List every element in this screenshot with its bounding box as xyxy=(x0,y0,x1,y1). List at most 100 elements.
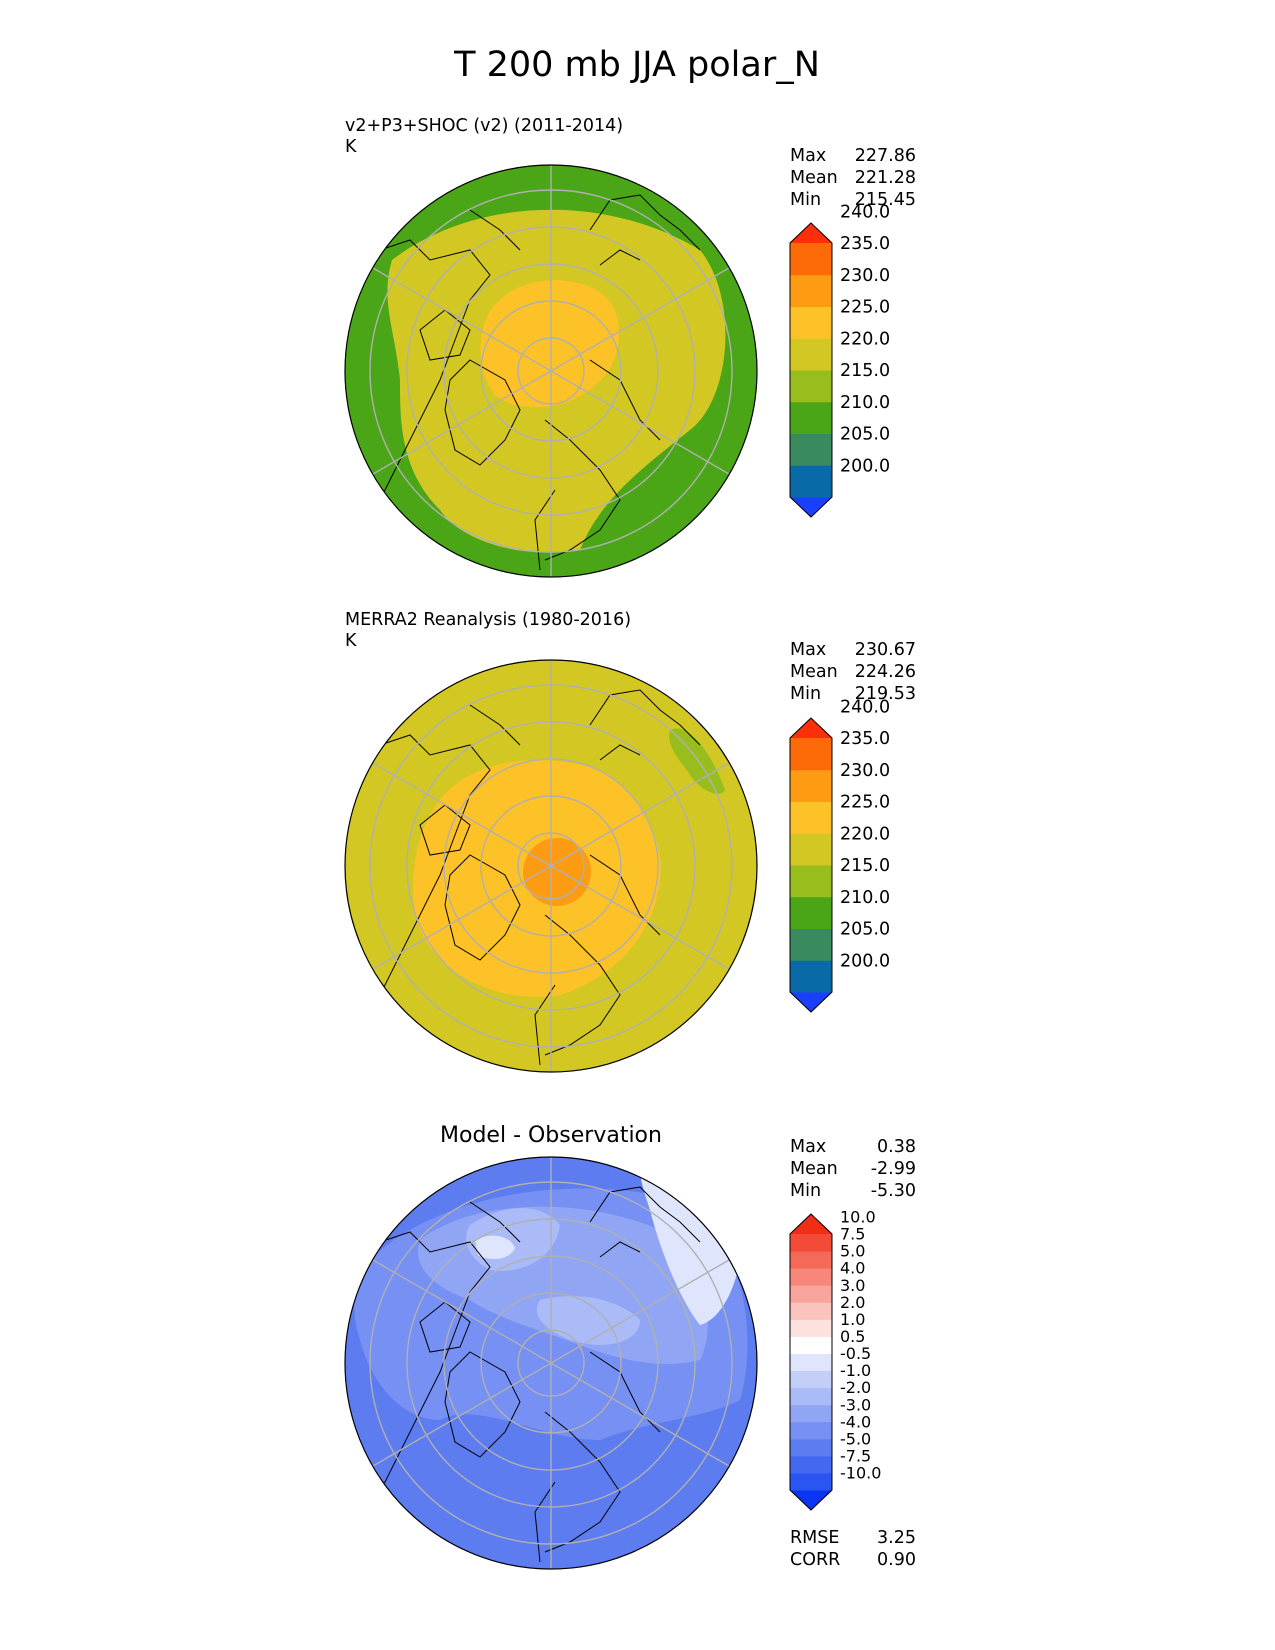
colorbar-segment xyxy=(790,738,832,771)
colorbar-extend-low xyxy=(790,497,832,517)
meridian-120w xyxy=(372,762,552,867)
colorbar-segment xyxy=(790,338,832,371)
panel-reference-title: MERRA2 Reanalysis (1980-2016) xyxy=(345,610,631,630)
colorbar-tick-label: 235.0 xyxy=(840,234,890,254)
colorbar-segment xyxy=(790,1455,832,1474)
colorbar-segment xyxy=(790,1285,832,1303)
stat-value: -5.30 xyxy=(871,1181,916,1201)
colorbar-segment xyxy=(790,960,832,993)
coastline-greenland xyxy=(444,854,521,961)
colorbar-tick-label: -7.5 xyxy=(840,1446,871,1465)
colorbar-extend-low xyxy=(790,992,832,1012)
colorbar-segment xyxy=(790,1234,832,1252)
colorbar-segment xyxy=(790,1268,832,1286)
coastline-north-america xyxy=(379,1201,521,1493)
coastline-eurasia xyxy=(534,854,661,1066)
panel-reference-units: K xyxy=(345,631,357,651)
colorbar-segment xyxy=(790,1404,832,1423)
meridian-120w xyxy=(372,267,552,372)
panel-difference-stats: Max 0.38 Mean -2.99 Min -5.30 xyxy=(790,1137,916,1201)
metric-value: 0.90 xyxy=(877,1550,916,1570)
meridian-60e xyxy=(550,370,730,475)
colorbar-tick-label: 215.0 xyxy=(840,856,890,876)
stat-value: 224.26 xyxy=(855,662,916,682)
colorbar-extend-high xyxy=(790,718,832,738)
panel-reference: MERRA2 Reanalysis (1980-2016) K xyxy=(344,610,916,1073)
colorbar-tick-label: 4.0 xyxy=(840,1259,865,1278)
stat-value: -2.99 xyxy=(871,1159,916,1179)
coastline-asia-east xyxy=(589,689,701,761)
panel-test-title: v2+P3+SHOC (v2) (2011-2014) xyxy=(345,116,623,136)
colorbar-tick-label: 7.5 xyxy=(840,1225,865,1244)
colorbar-segment xyxy=(790,865,832,898)
panel-test-map xyxy=(344,164,758,578)
map-boundary xyxy=(344,1156,758,1570)
colorbar-segment xyxy=(790,833,832,866)
colorbar-tick-label: -2.0 xyxy=(840,1378,871,1397)
figure-title: T 200 mb JJA polar_N xyxy=(453,45,820,85)
colorbar-segment xyxy=(790,801,832,834)
metric-value: 3.25 xyxy=(877,1528,916,1548)
colorbar-tick-label: 200.0 xyxy=(840,456,890,476)
colorbar-extend-low xyxy=(790,1490,832,1510)
colorbar-tick-label: 205.0 xyxy=(840,920,890,940)
colorbar-segment xyxy=(790,306,832,339)
colorbar-segment xyxy=(790,1353,832,1372)
colorbar-tick-label: 205.0 xyxy=(840,425,890,445)
panel-test-stats: Max 227.86 Mean 221.28 Min 215.45 xyxy=(790,146,916,210)
coastline-eurasia xyxy=(534,1351,661,1563)
meridian-60w xyxy=(372,370,552,475)
colorbar-tick-label: 215.0 xyxy=(840,361,890,381)
coastline-asia-east xyxy=(589,194,701,266)
colorbar-tick-label: 220.0 xyxy=(840,824,890,844)
coastline-eurasia xyxy=(534,359,661,571)
colorbar-tick-label: 235.0 xyxy=(840,729,890,749)
colorbar-outline xyxy=(789,1213,833,1511)
colorbar-tick-label: 230.0 xyxy=(840,266,890,286)
panel-test-units: K xyxy=(345,137,357,157)
colorbar-segment xyxy=(790,1336,832,1354)
colorbar-tick-label: -1.0 xyxy=(840,1361,871,1380)
colorbar-extend-high xyxy=(790,1214,832,1234)
panel-reference-colorbar: 200.0 205.0 210.0 215.0 220.0 225.0 230.0 235.0… xyxy=(789,697,890,1013)
metric-label: RMSE xyxy=(790,1528,839,1548)
colorbar-segment xyxy=(790,928,832,961)
coastline-north-america xyxy=(379,209,521,501)
stat-value: 0.38 xyxy=(877,1137,916,1157)
map-boundary xyxy=(344,659,758,1073)
colorbar-segment xyxy=(790,1387,832,1406)
colorbar-segment xyxy=(790,465,832,498)
colorbar-tick-label: -4.0 xyxy=(840,1412,871,1431)
colorbar-tick-label: -5.0 xyxy=(840,1429,871,1448)
coastline-greenland xyxy=(444,1351,521,1458)
colorbar-segment xyxy=(790,769,832,802)
colorbar-tick-label: 1.0 xyxy=(840,1310,865,1329)
colorbar-segment xyxy=(790,896,832,929)
colorbar-segment xyxy=(790,1438,832,1457)
meridian-120e xyxy=(550,1259,730,1364)
colorbar-tick-label: -3.0 xyxy=(840,1395,871,1414)
panel-test: v2+P3+SHOC (v2) (2011-2014) K xyxy=(344,116,916,578)
metric-label: CORR xyxy=(790,1550,840,1570)
map-boundary xyxy=(344,164,758,578)
panel-difference-map xyxy=(344,1156,758,1570)
colorbar-segment xyxy=(790,1421,832,1440)
panel-reference-stats: Max 230.67 Mean 224.26 Min 219.53 xyxy=(790,640,916,704)
colorbar-segment xyxy=(790,243,832,276)
colorbar-tick-label: 210.0 xyxy=(840,888,890,908)
colorbar-tick-label: 240.0 xyxy=(840,202,890,222)
colorbar-tick-label: -0.5 xyxy=(840,1344,871,1363)
coastline-north-america xyxy=(379,704,521,996)
panel-difference-metrics: RMSE 3.25 CORR 0.90 xyxy=(790,1528,916,1570)
colorbar-segment xyxy=(790,401,832,434)
meridian-60w xyxy=(372,1362,552,1467)
colorbar-tick-label: 230.0 xyxy=(840,761,890,781)
colorbar-tick-label: 0.5 xyxy=(840,1327,865,1346)
colorbar-segment xyxy=(790,1370,832,1389)
colorbar-outline xyxy=(789,717,833,1013)
meridian-120w xyxy=(372,1259,552,1364)
colorbar-extend-high xyxy=(790,223,832,243)
colorbar-tick-label: -10.0 xyxy=(840,1464,881,1483)
stat-label: Min xyxy=(790,190,821,210)
